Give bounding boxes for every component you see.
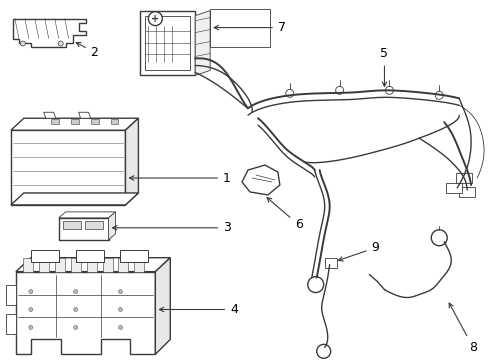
Text: 8: 8 [449,303,477,354]
Bar [210,9,270,46]
Text: 4: 4 [159,303,238,316]
Polygon shape [55,258,65,272]
Text: 7: 7 [214,21,286,34]
Text: 2: 2 [76,42,98,59]
Polygon shape [102,258,113,272]
Polygon shape [16,272,155,354]
Circle shape [317,345,331,358]
Text: 9: 9 [339,241,379,261]
Bar [146,15,190,71]
Circle shape [74,307,77,311]
Polygon shape [242,165,280,195]
Polygon shape [195,11,210,75]
Circle shape [119,325,122,329]
Polygon shape [59,212,116,218]
Text: 5: 5 [380,48,389,86]
Circle shape [431,230,447,246]
Polygon shape [44,112,56,118]
Circle shape [119,307,122,311]
Polygon shape [78,112,91,118]
Polygon shape [13,19,86,46]
Bar [91,119,98,124]
Polygon shape [87,258,97,272]
Bar [85,221,102,229]
Bar [59,218,108,240]
Text: +: + [151,14,159,24]
Polygon shape [6,315,16,334]
Circle shape [148,12,162,26]
Bar [51,119,59,124]
Circle shape [29,307,33,311]
Bar [446,183,462,193]
Polygon shape [119,258,128,272]
Circle shape [29,289,33,293]
Bar [75,250,103,262]
Bar [111,119,119,124]
Text: 6: 6 [267,198,303,231]
Polygon shape [71,258,81,272]
Bar [63,221,81,229]
Circle shape [308,276,324,293]
Bar [141,11,195,75]
Bar [121,250,148,262]
Polygon shape [16,258,171,272]
Bar [456,173,472,183]
Text: 1: 1 [129,171,231,185]
Circle shape [336,86,343,94]
Polygon shape [6,285,16,305]
Circle shape [74,325,77,329]
Polygon shape [134,258,145,272]
Polygon shape [23,258,33,272]
Circle shape [74,289,77,293]
Polygon shape [108,212,116,240]
Bar [459,187,475,197]
Bar [325,258,337,268]
Circle shape [435,91,443,99]
Bar [71,119,78,124]
Polygon shape [125,118,138,205]
Polygon shape [11,118,138,130]
Circle shape [119,289,122,293]
Polygon shape [39,258,49,272]
Bar [31,250,59,262]
Circle shape [386,86,393,94]
Circle shape [58,41,63,46]
Polygon shape [155,258,171,354]
Bar [11,130,125,205]
Circle shape [286,89,294,97]
Circle shape [29,325,33,329]
Polygon shape [11,193,138,205]
Text: 3: 3 [113,221,231,234]
Circle shape [21,41,25,46]
